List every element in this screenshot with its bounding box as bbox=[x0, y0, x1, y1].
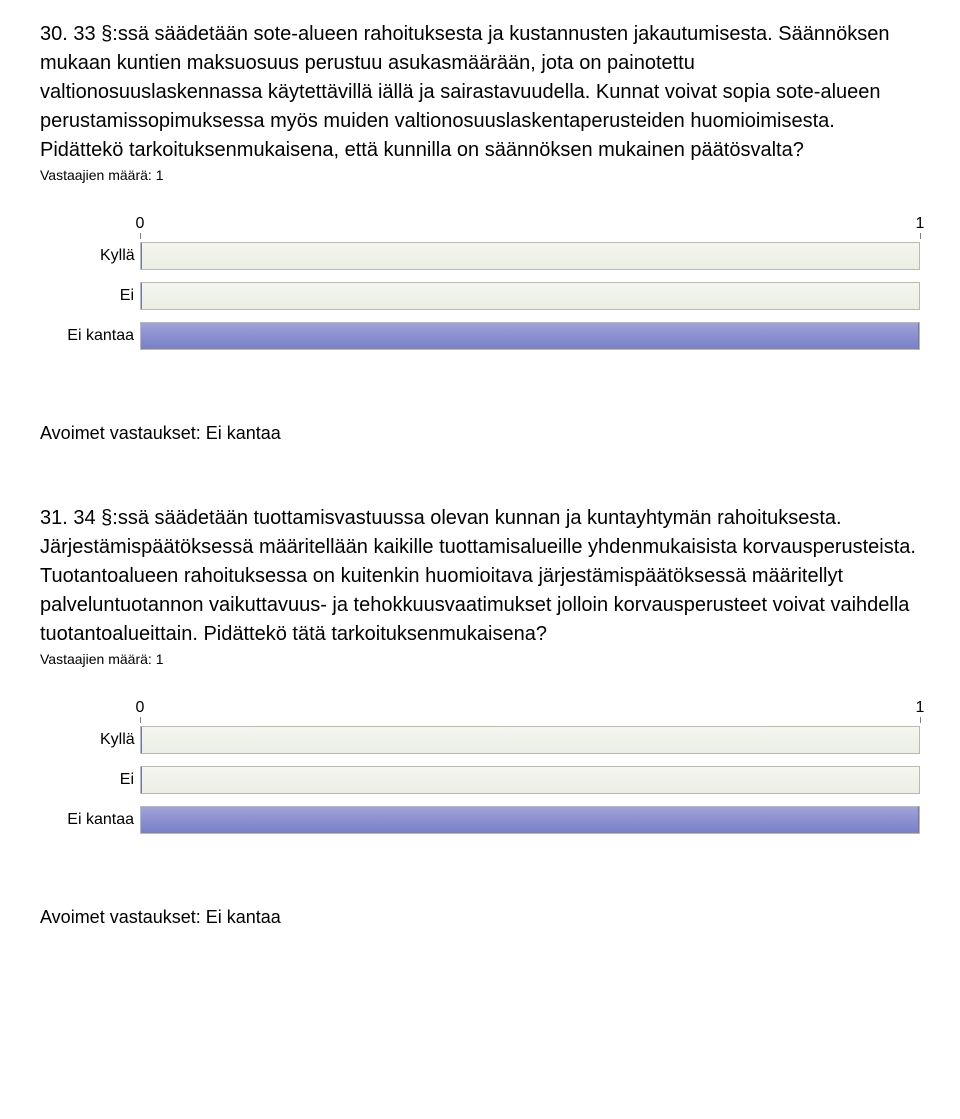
chart-row: Kyllä bbox=[100, 723, 920, 757]
question-31: 31. 34 §:ssä säädetään tuottamisvastuuss… bbox=[40, 504, 920, 928]
chart-row: Ei bbox=[100, 279, 920, 313]
tick-label-0: 0 bbox=[136, 215, 145, 233]
chart-row: Ei kantaa bbox=[60, 803, 920, 837]
bar-track bbox=[140, 242, 920, 270]
tick-label-0: 0 bbox=[136, 699, 145, 717]
chart-scale: 0 1 bbox=[140, 215, 920, 233]
chart-row: Kyllä bbox=[100, 239, 920, 273]
bar-fill bbox=[141, 243, 142, 269]
bar-track bbox=[140, 726, 920, 754]
row-label-ei-kantaa: Ei kantaa bbox=[60, 327, 140, 345]
respondents-count: Vastaajien määrä: 1 bbox=[40, 167, 920, 183]
row-label-kylla: Kyllä bbox=[100, 247, 140, 265]
chart-q31: 0 1 Kyllä Ei Ei kantaa bbox=[100, 699, 920, 837]
chart-q30: 0 1 Kyllä Ei Ei kantaa bbox=[100, 215, 920, 353]
question-text: 30. 33 §:ssä säädetään sote-alueen rahoi… bbox=[40, 20, 920, 165]
chart-row: Ei kantaa bbox=[60, 319, 920, 353]
bar-fill bbox=[141, 727, 142, 753]
bar-fill bbox=[141, 283, 142, 309]
question-30: 30. 33 §:ssä säädetään sote-alueen rahoi… bbox=[40, 20, 920, 444]
bar-fill bbox=[141, 323, 919, 349]
open-answers-heading: Avoimet vastaukset: Ei kantaa bbox=[40, 423, 920, 444]
row-label-ei: Ei bbox=[100, 287, 140, 305]
row-label-ei-kantaa: Ei kantaa bbox=[60, 811, 140, 829]
tick-mark bbox=[920, 717, 921, 723]
row-label-ei: Ei bbox=[100, 771, 140, 789]
bar-track bbox=[140, 806, 920, 834]
tick-mark bbox=[920, 233, 921, 239]
bar-track bbox=[140, 282, 920, 310]
tick-label-1: 1 bbox=[916, 699, 925, 717]
bar-track bbox=[140, 766, 920, 794]
bar-fill bbox=[141, 807, 919, 833]
chart-scale: 0 1 bbox=[140, 699, 920, 717]
row-label-kylla: Kyllä bbox=[100, 731, 140, 749]
open-answers-heading: Avoimet vastaukset: Ei kantaa bbox=[40, 907, 920, 928]
bar-fill bbox=[141, 767, 142, 793]
tick-mark bbox=[140, 717, 141, 723]
bar-track bbox=[140, 322, 920, 350]
tick-label-1: 1 bbox=[916, 215, 925, 233]
chart-row: Ei bbox=[100, 763, 920, 797]
tick-mark bbox=[140, 233, 141, 239]
question-text: 31. 34 §:ssä säädetään tuottamisvastuuss… bbox=[40, 504, 920, 649]
respondents-count: Vastaajien määrä: 1 bbox=[40, 651, 920, 667]
